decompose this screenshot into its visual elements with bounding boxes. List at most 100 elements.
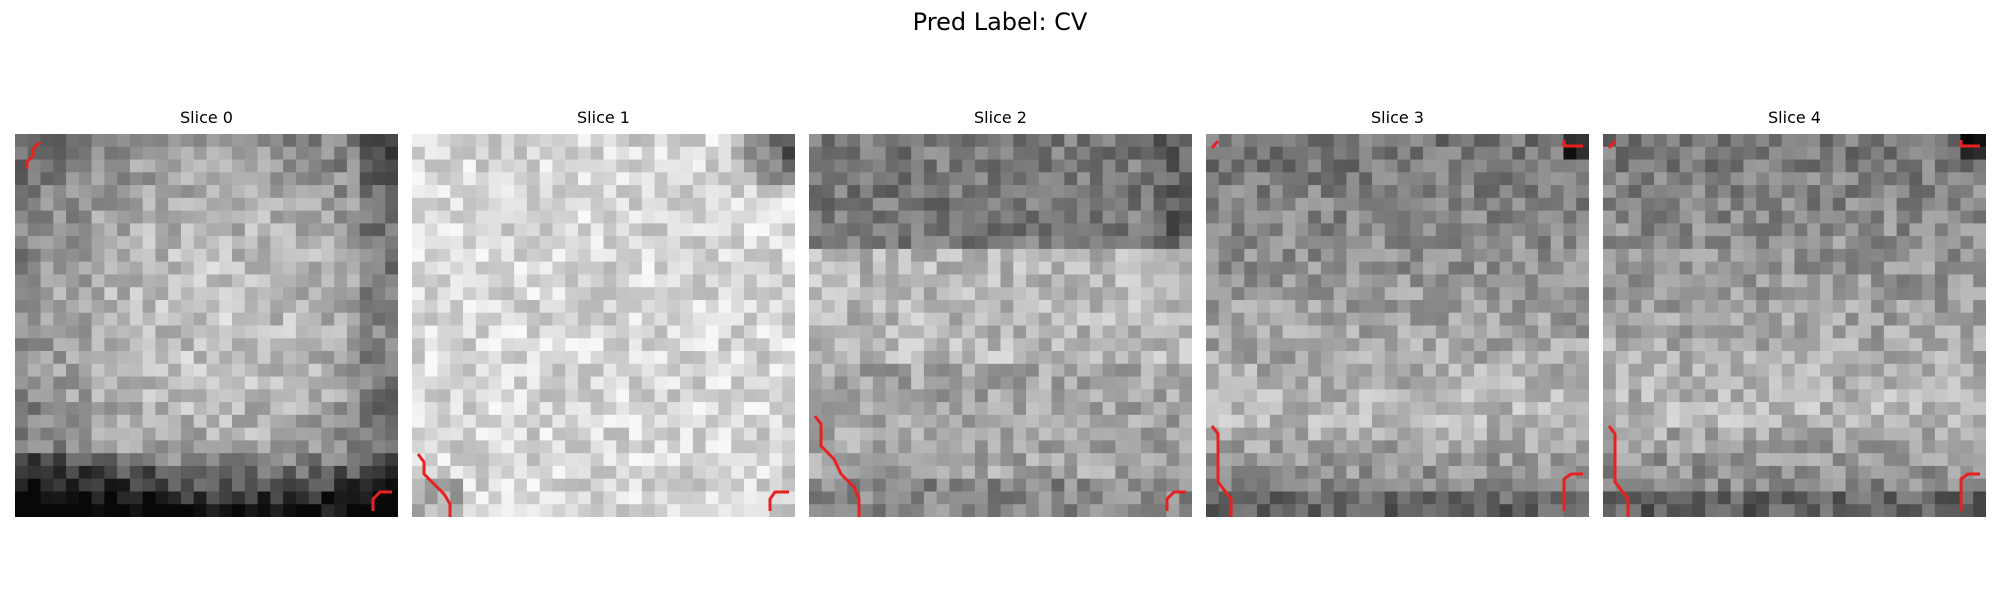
pixel-cell: [1756, 440, 1770, 454]
pixel-cell: [1922, 248, 1936, 263]
pixel-cell: [1717, 453, 1732, 467]
pixel-cell: [1448, 287, 1462, 301]
pixel-cell: [91, 210, 105, 224]
pixel-cell: [1423, 389, 1437, 403]
pixel-cell: [1537, 312, 1552, 327]
pixel-cell: [1282, 440, 1296, 454]
pixel-cell: [769, 210, 783, 224]
pixel-cell: [641, 414, 656, 429]
pixel-cell: [1641, 363, 1655, 378]
slice-title: Slice 2: [974, 108, 1027, 127]
pixel-cell: [1089, 351, 1104, 365]
pixel-cell: [743, 134, 758, 148]
pixel-cell: [911, 325, 925, 339]
pixel-cell: [718, 146, 732, 161]
pixel-cell: [193, 159, 208, 173]
pixel-cell: [40, 351, 54, 365]
pixel-cell: [53, 210, 67, 224]
pixel-cell: [898, 197, 912, 212]
pixel-cell: [1038, 134, 1053, 148]
pixel-cell: [193, 440, 208, 454]
pixel-cell: [1768, 402, 1783, 416]
pixel-cell: [450, 312, 464, 327]
pixel-cell: [1692, 248, 1706, 263]
pixel-cell: [1320, 402, 1335, 416]
pixel-cell: [847, 185, 861, 199]
pixel-cell: [1845, 261, 1859, 276]
pixel-cell: [1934, 248, 1949, 263]
pixel-cell: [1295, 210, 1309, 224]
pixel-cell: [718, 491, 732, 505]
pixel-cell: [1308, 325, 1322, 339]
pixel-cell: [1077, 159, 1091, 173]
pixel-cell: [1537, 299, 1552, 314]
pixel-cell: [1934, 376, 1949, 390]
pixel-cell: [1333, 197, 1348, 212]
pixel-cell: [1038, 427, 1053, 441]
pixel-cell: [1231, 440, 1245, 454]
pixel-cell: [936, 351, 951, 365]
pixel-cell: [437, 134, 451, 148]
pixel-cell: [692, 389, 707, 403]
pixel-cell: [603, 478, 617, 493]
pixel-cell: [168, 172, 182, 186]
pixel-cell: [1448, 478, 1462, 493]
pixel-cell: [1628, 338, 1642, 352]
pixel-cell: [1346, 287, 1360, 301]
pixel-cell: [1333, 491, 1348, 505]
pixel-cell: [743, 504, 758, 517]
pixel-cell: [654, 338, 668, 352]
pixel-cell: [1051, 338, 1065, 352]
pixel-cell: [1781, 338, 1796, 352]
pixel-cell: [412, 402, 426, 416]
pixel-cell: [1013, 402, 1027, 416]
pixel-cell: [334, 248, 348, 263]
pixel-cell: [692, 363, 707, 378]
pixel-cell: [270, 146, 284, 161]
pixel-cell: [27, 389, 42, 403]
pixel-cell: [1666, 453, 1681, 467]
pixel-cell: [860, 414, 874, 429]
pixel-cell: [232, 376, 246, 390]
pixel-cell: [616, 389, 630, 403]
pixel-cell: [718, 236, 732, 250]
pixel-cell: [1832, 197, 1847, 212]
pixel-cell: [129, 312, 144, 327]
pixel-cell: [270, 223, 284, 237]
pixel-cell: [1641, 236, 1655, 250]
pixel-cell: [475, 325, 490, 339]
pixel-cell: [450, 338, 464, 352]
pixel-cell: [1474, 172, 1488, 186]
pixel-cell: [270, 440, 284, 454]
pixel-cell: [1845, 134, 1859, 148]
pixel-cell: [603, 287, 617, 301]
pixel-cell: [743, 287, 758, 301]
pixel-cell: [385, 248, 398, 263]
pixel-cell: [590, 504, 605, 517]
pixel-cell: [1883, 376, 1898, 390]
pixel-cell: [155, 504, 169, 517]
pixel-cell: [974, 402, 989, 416]
pixel-cell: [641, 236, 656, 250]
pixel-cell: [385, 325, 398, 339]
pixel-cell: [1320, 223, 1335, 237]
pixel-cell: [1512, 338, 1526, 352]
pixel-cell: [66, 223, 80, 237]
pixel-cell: [385, 299, 398, 314]
pixel-cell: [1960, 274, 1974, 288]
pixel-cell: [53, 351, 67, 365]
pixel-cell: [1051, 274, 1065, 288]
pixel-cell: [641, 159, 656, 173]
pixel-cell: [1896, 389, 1910, 403]
pixel-cell: [962, 146, 976, 161]
pixel-cell: [78, 223, 93, 237]
pixel-cell: [180, 402, 195, 416]
pixel-cell: [1320, 414, 1335, 429]
pixel-cell: [911, 299, 925, 314]
pixel-cell: [346, 248, 361, 263]
pixel-cell: [1295, 248, 1309, 263]
pixel-cell: [1641, 440, 1655, 454]
pixel-cell: [1423, 504, 1437, 517]
pixel-cell: [488, 172, 502, 186]
pixel-cell: [1000, 236, 1014, 250]
